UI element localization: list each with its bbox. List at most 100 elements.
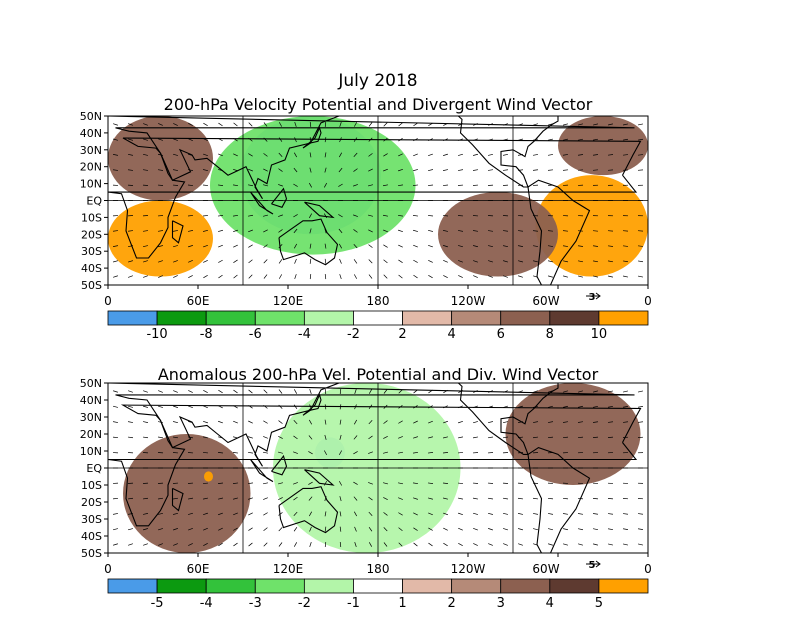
wind-vector: [323, 182, 328, 188]
wind-vector: [218, 122, 223, 127]
colorbar-label: 10: [591, 327, 608, 342]
wind-vector: [339, 419, 342, 425]
wind-vector: [592, 154, 599, 156]
wind-vector: [157, 421, 164, 424]
wind-vector: [142, 245, 149, 248]
wind-vector: [233, 274, 238, 279]
coastline: [271, 454, 288, 476]
wind-vector: [622, 275, 629, 278]
wind-vector: [339, 526, 342, 532]
wind-vector: [128, 260, 133, 263]
wind-vector: [338, 480, 343, 486]
y-tick-label: 10S: [81, 479, 102, 492]
wind-vector: [338, 167, 343, 173]
wind-vector: [233, 512, 238, 516]
panel-title: Anomalous 200-hPa Vel. Potential and Div…: [158, 365, 599, 384]
wind-vector: [397, 451, 404, 454]
wind-vector: [188, 390, 193, 393]
wind-vector: [233, 122, 238, 127]
wind-vector: [368, 511, 373, 516]
wind-vector: [308, 481, 313, 485]
wind-vector: [592, 497, 599, 500]
coastline: [108, 116, 635, 200]
wind-vector: [293, 482, 298, 485]
wind-vector: [397, 482, 404, 485]
colorbar-label: -10: [146, 327, 167, 342]
colorbar-label: 3: [497, 596, 505, 611]
region-positive-east-pacific: [438, 192, 558, 277]
wind-vector: [472, 153, 479, 156]
wind-vector: [339, 496, 342, 502]
wind-vector: [324, 152, 327, 158]
colorbar-label: -4: [298, 327, 311, 342]
wind-vector: [187, 497, 194, 500]
wind-vector: [294, 121, 297, 127]
wind-vector: [143, 528, 148, 531]
wind-vector: [413, 420, 418, 424]
colorbar-swatch: [451, 310, 502, 326]
wind-vector: [413, 436, 418, 439]
wind-vector: [458, 260, 463, 263]
colorbar-swatch: [402, 310, 453, 326]
colorbar-swatch: [353, 310, 403, 326]
panel-title: 200-hPa Velocity Potential and Divergent…: [164, 95, 593, 114]
wind-vector: [112, 260, 119, 263]
wind-vector: [548, 543, 553, 546]
wind-vector: [278, 229, 283, 233]
wind-vector: [443, 260, 448, 263]
wind-vector: [368, 435, 373, 440]
wind-vector: [502, 154, 509, 156]
wind-vector: [562, 275, 569, 278]
wind-vector: [218, 527, 223, 531]
wind-vector: [382, 451, 389, 454]
wind-vector: [263, 542, 268, 547]
wind-vector: [413, 512, 418, 516]
wind-vector: [532, 513, 539, 515]
wind-vector: [112, 436, 119, 439]
wind-vector: [187, 230, 194, 232]
wind-vector: [637, 154, 644, 156]
wind-vector: [127, 421, 134, 423]
wind-vector: [502, 512, 509, 515]
coastline: [647, 116, 648, 117]
wind-vector: [294, 258, 297, 264]
wind-vector: [383, 274, 388, 279]
wind-vector: [339, 434, 342, 440]
wind-vector: [202, 169, 209, 172]
wind-vector: [592, 543, 599, 546]
coastline: [271, 187, 288, 208]
wind-vector: [412, 184, 419, 186]
wind-vector: [263, 274, 268, 279]
wind-vector: [187, 169, 194, 171]
wind-vector: [412, 215, 419, 217]
colorbar-swatch: [402, 578, 453, 594]
wind-vector: [398, 274, 403, 279]
wind-vector: [472, 436, 479, 439]
wind-vector: [309, 542, 312, 547]
wind-vector: [263, 168, 268, 172]
wind-vector: [383, 527, 388, 532]
wind-vector: [158, 275, 163, 278]
wind-vector: [127, 154, 134, 156]
panel-velocity-potential: 200-hPa Velocity Potential and Divergent…: [80, 95, 652, 342]
wind-vector: [622, 421, 629, 423]
wind-vector: [383, 542, 388, 547]
wind-vector: [353, 244, 358, 249]
wind-vector: [278, 184, 283, 187]
wind-vector: [187, 436, 194, 439]
y-tick-label: 50N: [80, 110, 102, 123]
coastline: [108, 404, 642, 527]
wind-vector: [233, 542, 238, 547]
wind-vector: [547, 138, 554, 141]
x-tick-label: 180: [367, 294, 390, 308]
wind-vector: [442, 215, 449, 217]
wind-vector: [518, 528, 523, 531]
wind-vector: [157, 497, 164, 500]
wind-vector: [338, 243, 343, 249]
wind-vector: [323, 450, 328, 456]
wind-vector: [427, 229, 434, 232]
wind-vector: [263, 497, 268, 500]
wind-vector: [128, 275, 133, 278]
wind-vector: [382, 184, 389, 187]
wind-vector: [562, 123, 569, 126]
